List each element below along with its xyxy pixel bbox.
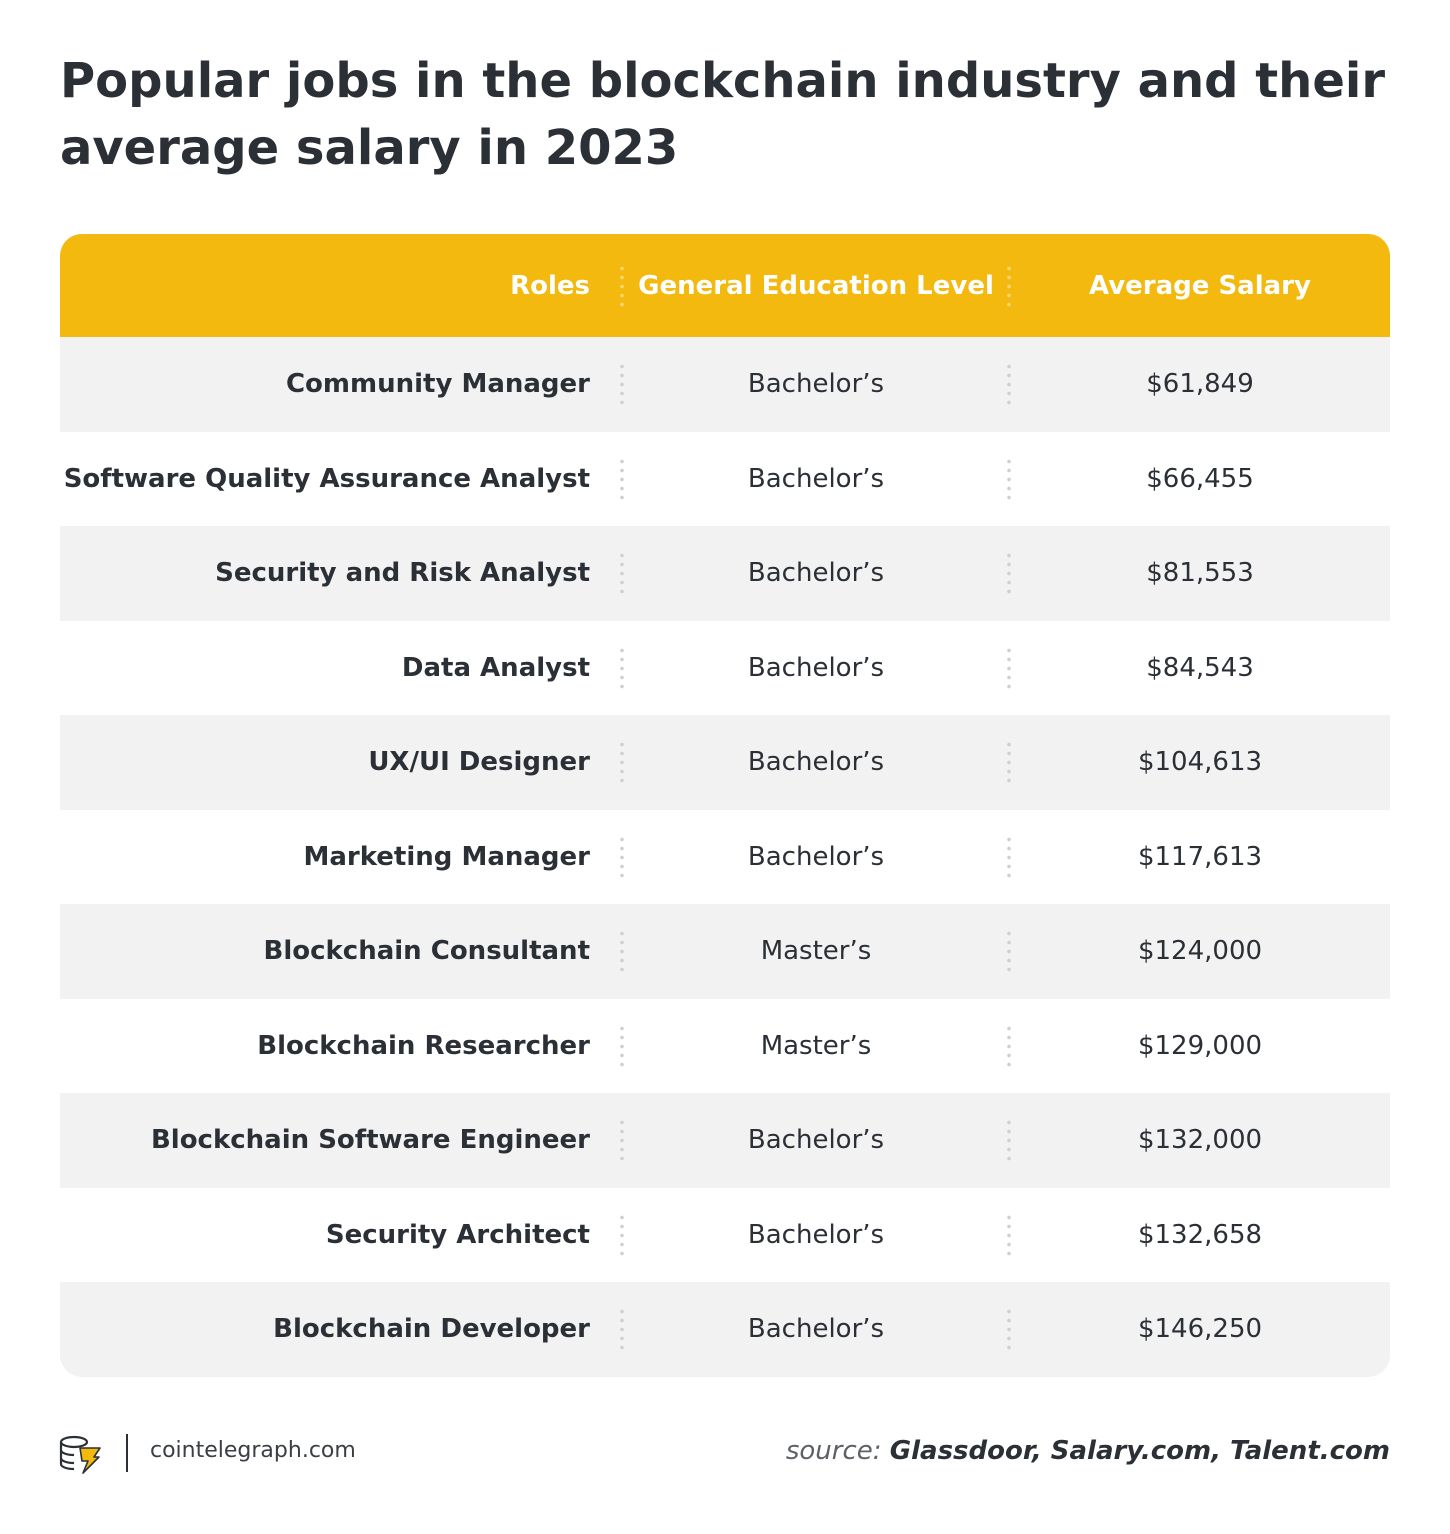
role-cell: Blockchain Consultant [263,936,591,967]
table-row: Blockchain Researcher Master’s $129,000 [60,998,1390,1093]
column-separator [620,456,624,501]
salary-cell: $104,613 [1137,747,1263,778]
education-cell: Bachelor’s [747,558,885,589]
column-separator [620,1212,624,1257]
role-cell: Blockchain Researcher [257,1030,590,1061]
table-row: Data Analyst Bachelor’s $84,543 [60,620,1390,715]
education-cell: Bachelor’s [747,1314,885,1345]
header-education: General Education Level [638,270,994,301]
table-row: Security Architect Bachelor’s $132,658 [60,1187,1390,1282]
role-cell: Security Architect [325,1219,590,1250]
education-cell: Bachelor’s [747,463,885,494]
salary-cell: $117,613 [1137,841,1263,872]
column-separator [620,834,624,879]
cointelegraph-logo-icon [59,1435,101,1474]
salary-cell: $146,250 [1137,1314,1263,1345]
table-row: Blockchain Developer Bachelor’s $146,250 [60,1282,1390,1377]
role-cell: Community Manager [285,369,590,400]
column-separator [1007,263,1011,308]
education-cell: Bachelor’s [747,841,885,872]
salary-cell: $132,658 [1137,1219,1263,1250]
footer-site-link[interactable]: cointelegraph.com [150,1438,356,1463]
column-separator [620,740,624,785]
column-separator [1007,456,1011,501]
salary-table: Roles General Education Level Average Sa… [60,234,1390,1377]
table-row: Software Quality Assurance Analyst Bachel… [60,431,1390,526]
column-separator [1007,740,1011,785]
table-row: Community Manager Bachelor’s $61,849 [60,337,1390,432]
salary-cell: $84,543 [1146,652,1254,683]
education-cell: Bachelor’s [747,747,885,778]
column-separator [1007,929,1011,974]
education-cell: Master’s [760,936,872,967]
salary-cell: $61,849 [1146,369,1254,400]
role-cell: Software Quality Assurance Analyst [63,463,590,494]
salary-cell: $81,553 [1146,558,1254,589]
page-title: Popular jobs in the blockchain industry … [60,53,1385,176]
column-separator [620,929,624,974]
education-cell: Bachelor’s [747,1219,885,1250]
table-header: Roles General Education Level Average Sa… [60,234,1390,337]
column-separator [1007,362,1011,407]
table-row: Blockchain Software Engineer Bachelor’s $1… [60,1093,1390,1188]
education-cell: Bachelor’s [747,369,885,400]
salary-cell: $129,000 [1137,1030,1263,1061]
column-separator [1007,1212,1011,1257]
salary-cell: $66,455 [1146,463,1254,494]
role-cell: Blockchain Developer [273,1314,590,1345]
header-salary: Average Salary [1089,270,1311,301]
column-separator [1007,551,1011,596]
column-separator [1007,645,1011,690]
column-separator [1007,1118,1011,1163]
source-label: source: [785,1436,882,1466]
salary-cell: $132,000 [1137,1125,1263,1156]
education-cell: Master’s [760,1030,872,1061]
role-cell: Blockchain Software Engineer [150,1125,590,1156]
column-separator [620,362,624,407]
table-row: UX/UI Designer Bachelor’s $104,613 [60,715,1390,810]
footer-source: source: Glassdoor, Salary.com, Talent.co… [786,1436,1390,1466]
table-row: Blockchain Consultant Master’s $124,000 [60,904,1390,999]
source-names: Glassdoor, Salary.com, Talent.com [889,1436,1390,1466]
header-roles: Roles [510,270,590,301]
salary-cell: $124,000 [1137,936,1263,967]
role-cell: Security and Risk Analyst [215,558,590,589]
role-cell: UX/UI Designer [368,747,590,778]
education-cell: Bachelor’s [747,1125,885,1156]
footer-divider [126,1434,128,1472]
column-separator [1007,1023,1011,1068]
column-separator [620,551,624,596]
education-cell: Bachelor’s [747,652,885,683]
column-separator [620,1023,624,1068]
table-row: Marketing Manager Bachelor’s $117,613 [60,809,1390,904]
column-separator [620,263,624,308]
column-separator [1007,834,1011,879]
role-cell: Marketing Manager [303,841,590,872]
role-cell: Data Analyst [401,652,590,683]
column-separator [1007,1307,1011,1352]
column-separator [620,1307,624,1352]
column-separator [620,645,624,690]
table-body: Community Manager Bachelor’s $61,849 Softwa… [60,337,1390,1377]
table-row: Security and Risk Analyst Bachelor’s $81,5… [60,526,1390,621]
column-separator [620,1118,624,1163]
